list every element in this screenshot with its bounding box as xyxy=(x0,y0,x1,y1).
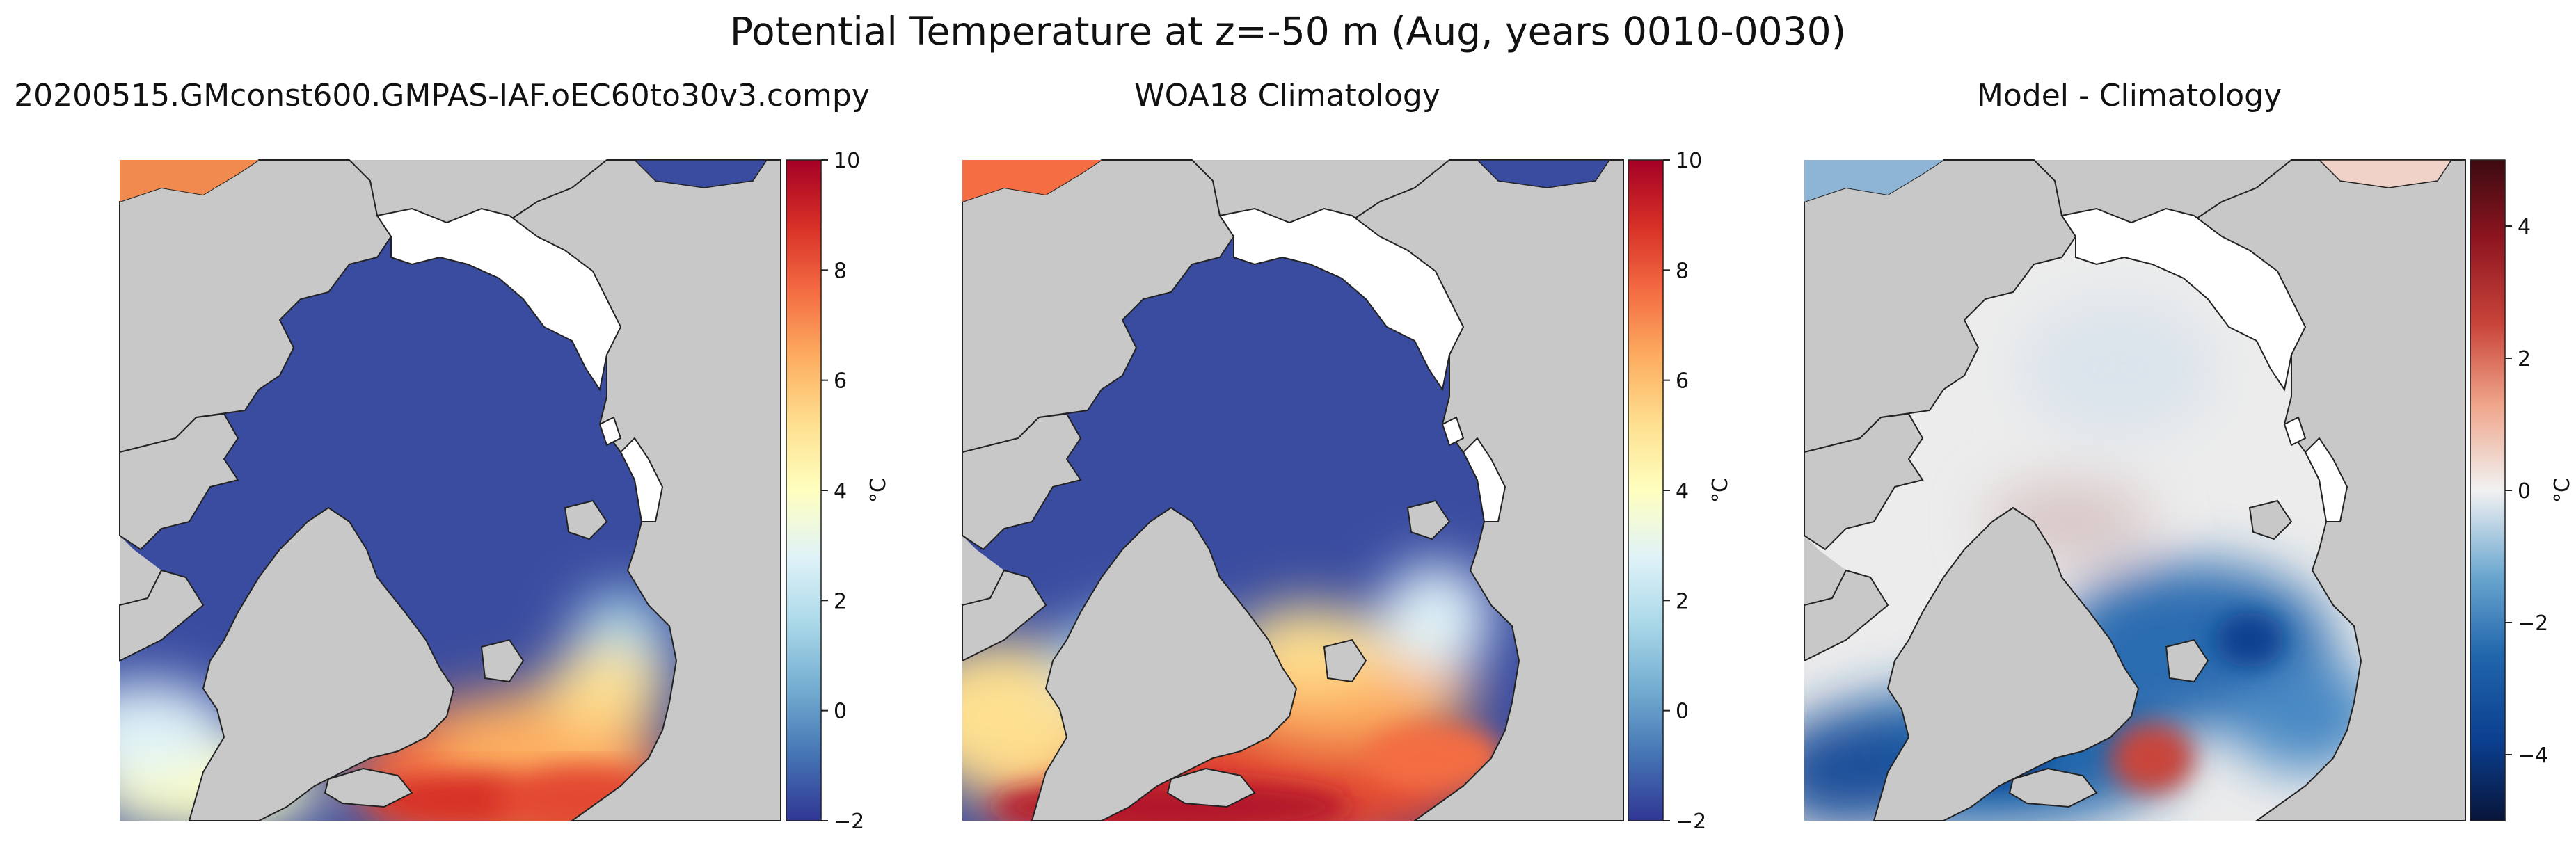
panel-3-colorbar-tick-label: −4 xyxy=(2518,744,2548,768)
panel-3-title: Model - Climatology xyxy=(1976,78,2282,113)
panel-3-kara-patch xyxy=(2318,159,2453,188)
panel-1-colorbar-tick-label: 0 xyxy=(834,700,847,724)
panel-3-colorbar-label: °C xyxy=(2550,478,2575,503)
panel-3-colorbar-tick-label: 4 xyxy=(2518,215,2531,239)
panel-1-colorbar-tick-label: 4 xyxy=(834,479,847,504)
panel-1-colorbar-tick-label: 2 xyxy=(834,589,847,613)
panel-1-colorbar-tick-label: 8 xyxy=(834,259,847,283)
panel-3-colorbar-tick-label: −2 xyxy=(2518,611,2548,636)
panel-1-title: 20200515.GMconst600.GMPAS-IAF.oEC60to30v… xyxy=(14,78,870,113)
panel-2-colorbar-label: °C xyxy=(1708,478,1733,503)
panel-3-pacific-patch xyxy=(1804,160,1943,202)
panel-1-kara-patch xyxy=(633,159,768,188)
panel-2-colorbar-tick-label: 6 xyxy=(1676,369,1689,394)
panel-2-map xyxy=(962,159,1624,821)
panel-3-colorbar-tick-label: 0 xyxy=(2518,479,2531,504)
panel-2-colorbar-tick-label: 10 xyxy=(1676,149,1702,173)
panel-2-colorbar-bar xyxy=(1628,159,1664,821)
panel-1-colorbar-tick-label: 10 xyxy=(834,149,860,173)
panel-2-pacific-patch xyxy=(962,160,1102,202)
panel-2-colorbar-tick-label: 8 xyxy=(1676,259,1689,283)
panel-1-colorbar-bar xyxy=(786,159,822,821)
panel-2-colorbar: −2 0 2 4 6 8 10 °C xyxy=(1628,149,1733,834)
panel-1-pacific-patch xyxy=(120,160,259,202)
panel-1-colorbar-tick-label: 6 xyxy=(834,369,847,394)
panel-1-colorbar: −2 0 2 4 6 8 10 °C xyxy=(786,149,891,834)
panel-2-colorbar-tick-label: 0 xyxy=(1676,700,1689,724)
panel-3-colorbar-bar xyxy=(2470,159,2506,821)
panel-3-colorbar: −4 −2 0 2 4 °C xyxy=(2470,159,2575,821)
panel-2-colorbar-tick-label: 4 xyxy=(1676,479,1689,504)
panel-3-map xyxy=(1804,159,2466,821)
panel-1-map xyxy=(119,159,781,821)
figure-title: Potential Temperature at z=-50 m (Aug, y… xyxy=(729,9,1847,54)
panel-2-colorbar-tick-label: −2 xyxy=(1676,810,1706,834)
panel-2-title: WOA18 Climatology xyxy=(1134,78,1440,113)
panel-1-colorbar-label: °C xyxy=(866,478,891,503)
panel-1-colorbar-tick-label: −2 xyxy=(834,810,864,834)
panel-2-kara-patch xyxy=(1476,159,1611,188)
panel-2-colorbar-tick-label: 2 xyxy=(1676,589,1689,613)
panel-3-colorbar-tick-label: 2 xyxy=(2518,347,2531,371)
